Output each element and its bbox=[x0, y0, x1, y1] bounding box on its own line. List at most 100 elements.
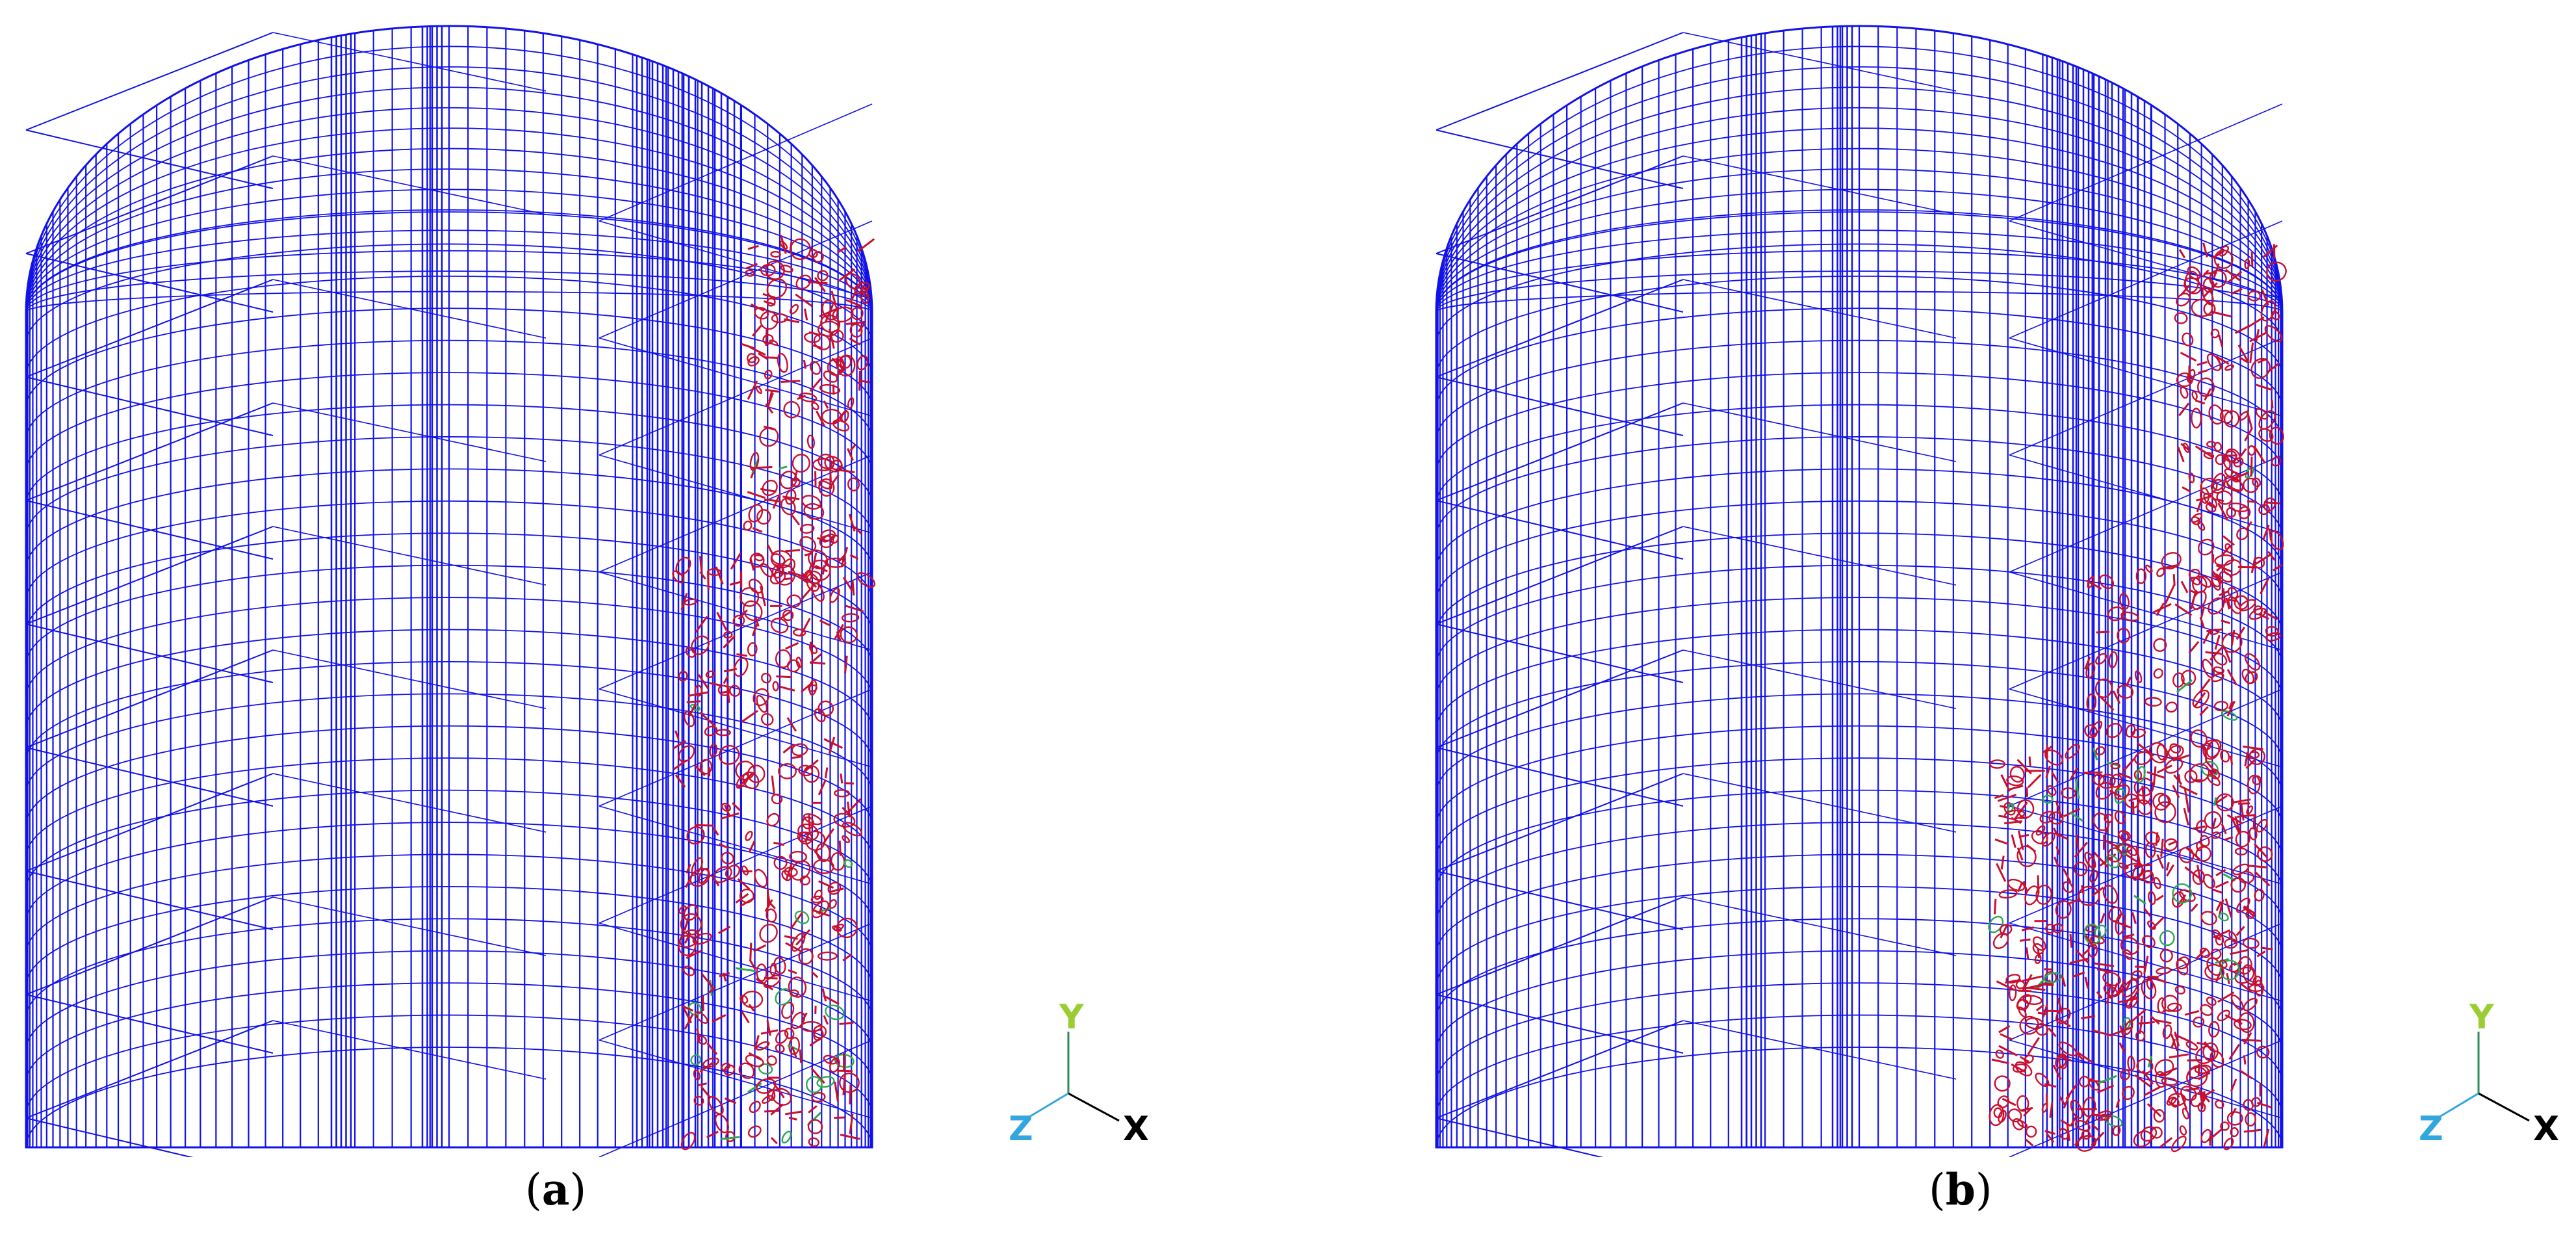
crack-mark bbox=[857, 322, 866, 333]
mesh-line bbox=[272, 155, 547, 215]
crack-mark bbox=[2153, 638, 2167, 652]
crack-mark bbox=[2161, 1077, 2178, 1086]
crack-mark bbox=[2074, 778, 2080, 799]
mesh-line bbox=[599, 805, 873, 885]
crack-mark bbox=[811, 402, 819, 411]
mesh-line bbox=[599, 454, 873, 534]
crack-mark bbox=[760, 672, 772, 684]
crack-mark bbox=[1994, 1075, 2011, 1092]
crack-mark bbox=[2204, 1041, 2213, 1052]
crack-mark bbox=[2235, 926, 2245, 937]
crack-mark bbox=[2253, 605, 2263, 616]
mesh-line bbox=[25, 291, 873, 313]
mesh-line bbox=[1436, 629, 2283, 730]
crack-mark bbox=[2226, 478, 2244, 492]
mesh-line bbox=[599, 337, 873, 417]
crack-mark bbox=[2055, 900, 2072, 919]
crack-mark bbox=[2167, 745, 2184, 759]
crack-mark bbox=[2015, 1061, 2033, 1076]
crack-mark bbox=[849, 1084, 852, 1105]
crack-mark bbox=[2188, 641, 2200, 654]
mesh-line bbox=[1436, 1020, 1684, 1119]
crack-mark bbox=[2196, 820, 2208, 833]
crack-mark bbox=[688, 691, 709, 698]
crack-mark bbox=[2034, 954, 2042, 965]
mesh-line bbox=[272, 649, 547, 709]
crack-mark bbox=[1993, 898, 1997, 915]
crack-mark bbox=[831, 291, 837, 305]
mesh-line bbox=[25, 789, 873, 891]
crack-mark bbox=[2094, 962, 2115, 967]
crack-mark bbox=[2184, 866, 2202, 880]
crack-mark bbox=[834, 789, 850, 798]
crack-mark bbox=[2176, 293, 2191, 307]
crack-mark bbox=[2202, 242, 2208, 258]
crack-mark bbox=[2256, 384, 2273, 391]
crack-mark bbox=[2115, 843, 2128, 855]
mesh-line bbox=[1436, 532, 2283, 634]
mesh-line bbox=[25, 629, 873, 730]
crack-mark bbox=[812, 553, 818, 569]
crack-mark bbox=[2130, 1009, 2146, 1024]
crack-mark bbox=[823, 1015, 829, 1025]
crack-mark bbox=[716, 612, 728, 631]
crack-mark bbox=[2225, 597, 2230, 610]
mesh-line bbox=[1436, 693, 2283, 794]
crack-mark bbox=[2141, 1070, 2154, 1085]
crack-mark bbox=[2248, 751, 2260, 759]
crack-mark bbox=[2183, 807, 2189, 826]
mesh-line bbox=[599, 1039, 873, 1157]
crack-mark bbox=[2109, 982, 2119, 999]
crack-mark bbox=[798, 948, 814, 965]
crack-mark bbox=[1989, 759, 2005, 769]
mesh-line bbox=[25, 1014, 873, 1115]
crack-mark bbox=[2245, 653, 2261, 671]
mesh-line bbox=[25, 468, 873, 569]
crack-mark bbox=[2204, 272, 2217, 275]
crack-mark bbox=[2238, 506, 2251, 519]
crack-mark bbox=[2044, 1130, 2055, 1135]
crack-mark bbox=[2041, 831, 2055, 847]
crack-mark bbox=[749, 959, 756, 970]
crack-mark bbox=[2131, 911, 2137, 924]
crack-mark bbox=[2147, 920, 2156, 930]
crack-mark bbox=[838, 469, 855, 473]
crack-mark bbox=[2211, 569, 2224, 584]
crack-mark bbox=[2070, 1116, 2077, 1127]
crack-mark bbox=[2172, 754, 2190, 762]
crack-mark bbox=[2230, 877, 2247, 893]
mesh-line bbox=[25, 649, 274, 748]
crack-mark bbox=[2179, 889, 2196, 902]
mesh-line bbox=[25, 270, 873, 313]
crack-mark bbox=[811, 900, 830, 919]
crack-mark bbox=[2167, 1002, 2182, 1012]
mesh-line bbox=[2009, 1039, 2283, 1157]
mesh-line bbox=[25, 253, 274, 313]
crack-mark bbox=[766, 1020, 771, 1036]
crack-mark bbox=[675, 774, 686, 788]
crack-mark bbox=[2273, 564, 2283, 571]
crack-mark bbox=[820, 529, 836, 541]
crack-mark bbox=[2112, 690, 2121, 704]
mesh-line bbox=[1436, 854, 2283, 955]
mesh-line bbox=[272, 1020, 547, 1080]
crack-mark bbox=[2217, 502, 2229, 521]
crack-mark bbox=[817, 951, 838, 961]
crack-mark bbox=[675, 556, 691, 575]
mesh-line bbox=[25, 725, 873, 826]
crack-mark bbox=[2263, 501, 2280, 504]
mesh-line bbox=[1436, 468, 2283, 569]
crack-mark bbox=[2068, 898, 2081, 905]
crack-mark bbox=[766, 278, 788, 299]
mesh-line bbox=[25, 25, 873, 313]
crack-mark bbox=[2084, 976, 2089, 989]
crack-mark bbox=[2258, 410, 2276, 430]
mesh-line bbox=[1436, 896, 1684, 995]
crack-mark bbox=[771, 793, 783, 805]
crack-mark bbox=[2084, 1115, 2092, 1125]
crack-mark bbox=[2239, 599, 2256, 612]
crack-mark bbox=[795, 293, 813, 307]
crack-mark bbox=[773, 841, 785, 846]
crack-mark bbox=[747, 380, 758, 400]
crack-mark bbox=[2208, 1128, 2222, 1141]
